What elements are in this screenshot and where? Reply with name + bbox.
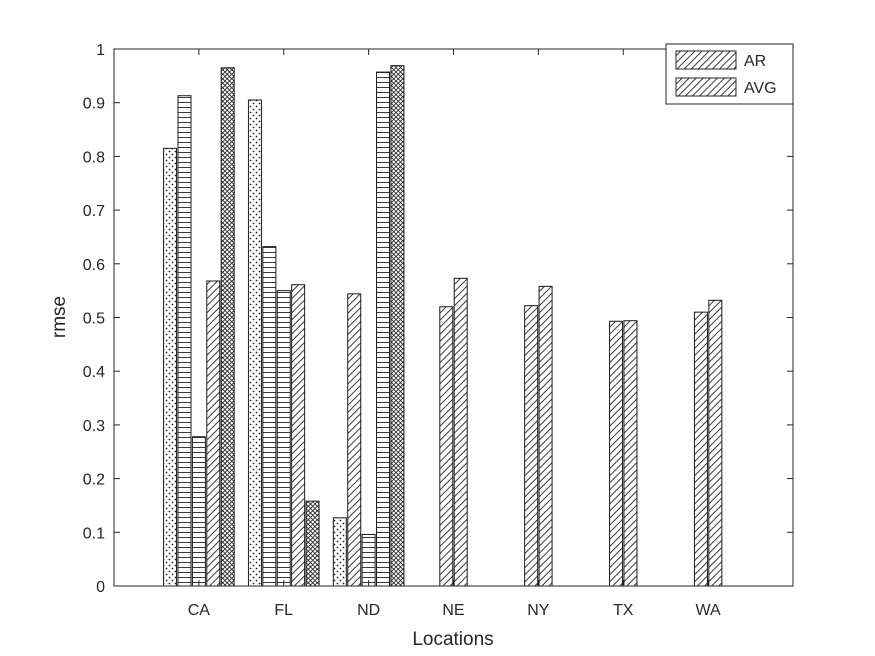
y-tick-label: 0.7 xyxy=(83,203,105,220)
bar-fl-1 xyxy=(247,99,262,587)
bar-wa-2 xyxy=(708,299,723,587)
y-axis: 0 0.1 0.2 0.3 0.4 0.5 0.6 0.7 0.8 0.9 1 xyxy=(83,42,793,596)
y-tick-label: 1 xyxy=(96,42,105,59)
x-tick-label: NE xyxy=(442,602,464,619)
bar-ca-2 xyxy=(177,95,192,587)
y-tick-label: 0.8 xyxy=(83,149,105,166)
y-tick-label: 0.3 xyxy=(83,418,105,435)
axes-box xyxy=(113,48,794,587)
bar-ca-3 xyxy=(191,436,206,587)
x-tick-label: ND xyxy=(357,602,380,619)
bar-ny-2 xyxy=(538,285,553,587)
x-axis: CA FL ND NE NY TX WA xyxy=(188,49,721,619)
bar-ca-4 xyxy=(206,280,221,587)
bar-fl-3 xyxy=(276,290,291,587)
bar-fl-4 xyxy=(291,284,306,587)
bar-nd-5 xyxy=(390,65,405,587)
bar-ny-1 xyxy=(524,305,539,587)
legend-swatch-ar xyxy=(675,50,737,70)
bar-nd-4 xyxy=(376,71,391,587)
bar-nd-2 xyxy=(347,293,362,587)
y-tick-label: 0.5 xyxy=(83,311,105,328)
y-tick-label: 0.1 xyxy=(83,525,105,542)
legend-swatch-avg xyxy=(675,77,737,97)
y-tick-label: 0.4 xyxy=(83,364,105,381)
legend-label-ar: AR xyxy=(744,53,766,70)
x-tick-label: TX xyxy=(613,602,634,619)
bars-layer xyxy=(163,65,723,587)
bar-ne-2 xyxy=(453,277,468,587)
bar-ca-5 xyxy=(220,67,235,587)
bar-tx-2 xyxy=(623,320,638,587)
bar-wa-1 xyxy=(693,311,708,587)
y-tick-label: 0.9 xyxy=(83,96,105,113)
x-tick-label: CA xyxy=(188,602,211,619)
y-axis-label: rmse xyxy=(49,296,70,338)
x-axis-label: Locations xyxy=(412,629,493,650)
bar-ne-1 xyxy=(439,306,454,587)
y-tick-label: 0 xyxy=(96,579,105,596)
y-tick-label: 0.2 xyxy=(83,472,105,489)
x-tick-label: WA xyxy=(696,602,722,619)
bar-tx-1 xyxy=(609,320,624,587)
legend-label-avg: AVG xyxy=(744,80,777,97)
x-tick-label: NY xyxy=(527,602,550,619)
bar-nd-3 xyxy=(361,533,376,587)
x-tick-label: FL xyxy=(274,602,293,619)
legend: AR AVG xyxy=(665,43,794,105)
bar-ca-1 xyxy=(163,147,178,587)
bar-fl-2 xyxy=(262,246,277,587)
bar-fl-5 xyxy=(305,500,320,587)
y-tick-label: 0.6 xyxy=(83,257,105,274)
bar-nd-1 xyxy=(332,517,347,587)
